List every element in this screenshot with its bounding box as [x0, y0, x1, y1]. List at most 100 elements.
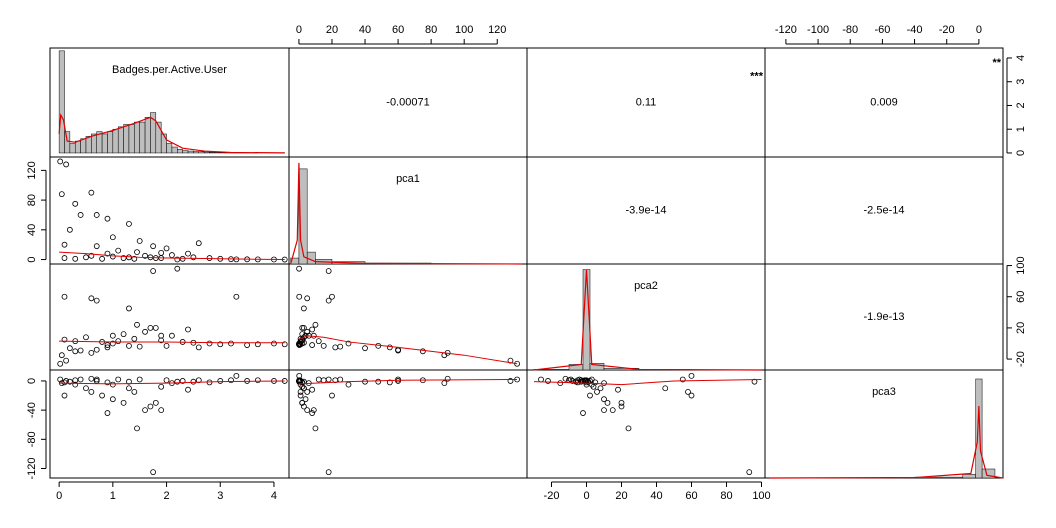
scatter-point [597, 385, 604, 392]
scatter-point [61, 241, 68, 248]
scatter-point [99, 255, 105, 262]
scatter-point [615, 386, 621, 393]
scatter-point [88, 295, 95, 302]
scatter-point [179, 378, 186, 384]
hist-bar [144, 117, 151, 154]
variable-name: pca3 [872, 386, 896, 398]
hist-bar [74, 140, 81, 154]
scatter-point [163, 245, 170, 252]
scatter-point [57, 360, 64, 367]
scatter-point [625, 425, 632, 432]
scatter-point [104, 410, 111, 416]
scatter-point [158, 407, 165, 414]
hist-bar [306, 251, 316, 265]
scatter-point [195, 344, 202, 351]
fit-line [533, 378, 762, 386]
scatter-point [61, 336, 68, 343]
scatter-point [190, 378, 197, 385]
scatter-point [254, 377, 261, 384]
y-tick-label: 2 [1015, 102, 1027, 108]
scatter-point [58, 352, 65, 359]
variable-name: pca2 [634, 280, 658, 292]
x-tick-label: 0 [583, 490, 589, 502]
scatter-point [217, 341, 224, 348]
scatter-point [150, 243, 157, 250]
scatter-point [88, 375, 95, 382]
hist-bar [209, 152, 216, 154]
scatter-point [63, 357, 70, 364]
scatter-point [688, 372, 695, 379]
scatter-point [115, 247, 122, 254]
x-tick-label: 20 [615, 490, 627, 502]
scatter-point [104, 342, 111, 348]
scatter-point [254, 341, 261, 348]
x-tick-label: 100 [455, 24, 473, 36]
x-tick-label: -80 [842, 24, 858, 36]
x-tick-label: 4 [271, 490, 277, 502]
fit-line [59, 340, 285, 344]
y-tick-label: 1 [1015, 126, 1027, 132]
scatter-point [601, 407, 607, 414]
scatter-point [567, 376, 574, 383]
hist-bar [139, 121, 146, 154]
panel [288, 263, 528, 371]
scatter-point [386, 379, 393, 386]
scatter-point [158, 332, 165, 339]
scatter-point [136, 376, 143, 383]
scatter-point [131, 255, 138, 262]
hist-bar [58, 50, 65, 154]
scatter-point [83, 385, 89, 392]
scatter-point [300, 305, 307, 312]
scatter-point [134, 321, 140, 328]
scatter-point [158, 383, 165, 390]
scatter-point [72, 377, 79, 384]
scatter-point [66, 226, 73, 233]
y-tick-label: 100 [1015, 256, 1027, 274]
scatter-point [150, 469, 157, 476]
correlation-value: -0.00071 [386, 96, 429, 108]
x-tick-label: -60 [874, 24, 890, 36]
scatter-point [618, 399, 625, 406]
scatter-point [126, 378, 132, 385]
scatter-point [142, 328, 148, 335]
scatter-point [136, 343, 143, 350]
x-tick-label: 80 [720, 490, 732, 502]
scatter-point [583, 381, 590, 388]
scatter-point [545, 378, 551, 384]
x-tick-label: 0 [56, 490, 62, 502]
correlation-value: -2.5e-14 [864, 204, 905, 216]
hist-bar [112, 128, 119, 154]
scatter-point [61, 293, 68, 300]
scatter-point [72, 348, 79, 355]
x-tick-label: -20 [544, 490, 560, 502]
scatter-point [134, 425, 140, 432]
scatter-point [296, 265, 302, 272]
x-tick-label: 40 [359, 24, 371, 36]
scatter-point [329, 293, 335, 300]
x-tick-label: 20 [326, 24, 338, 36]
scatter-point [66, 378, 73, 385]
panel [49, 369, 290, 479]
scatter-point [152, 325, 159, 331]
scatter-point [120, 255, 127, 261]
panel [49, 156, 290, 265]
scatter-point [83, 254, 89, 261]
scatter-point [61, 255, 68, 261]
y-tick-label: 0 [26, 378, 38, 384]
scatter-point [309, 326, 316, 333]
x-tick-label: 2 [163, 490, 169, 502]
x-tick-label: 3 [217, 490, 223, 502]
scatter-point [109, 253, 116, 260]
scatter-point [337, 376, 344, 383]
hist-bar [182, 150, 189, 154]
density-line [533, 269, 762, 371]
hist-bar [134, 121, 140, 154]
scatter-point [104, 215, 111, 222]
scatter-point [604, 399, 611, 406]
scatter-point [325, 376, 332, 383]
fit-line [298, 378, 518, 385]
panel [288, 369, 528, 479]
scatter-point [300, 403, 307, 410]
scatter-point [147, 403, 154, 410]
density-line [290, 162, 523, 265]
